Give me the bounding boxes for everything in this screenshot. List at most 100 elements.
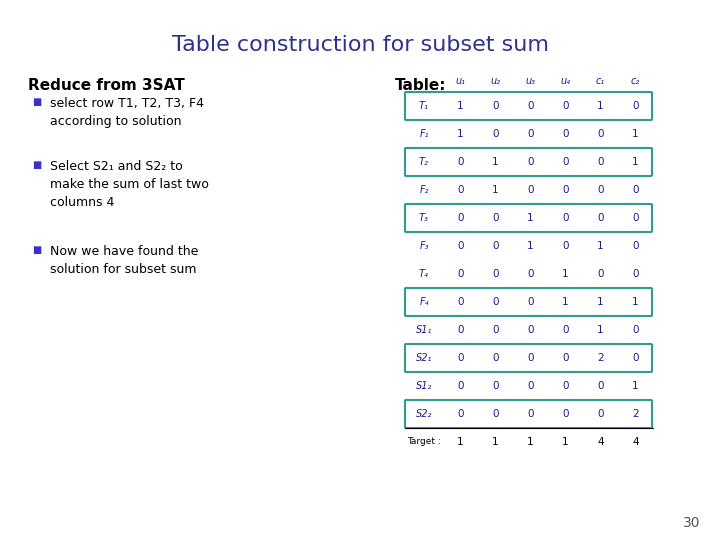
Text: 1: 1 xyxy=(457,101,464,111)
Text: Now we have found the
solution for subset sum: Now we have found the solution for subse… xyxy=(50,245,199,276)
FancyBboxPatch shape xyxy=(405,288,652,316)
Text: 0: 0 xyxy=(492,409,499,419)
Text: 0: 0 xyxy=(562,409,569,419)
Text: u₁: u₁ xyxy=(456,76,466,86)
Text: ■: ■ xyxy=(32,97,41,107)
Text: 0: 0 xyxy=(562,129,569,139)
Text: 0: 0 xyxy=(632,353,639,363)
Text: 0: 0 xyxy=(562,213,569,223)
Text: 0: 0 xyxy=(492,213,499,223)
Text: 1: 1 xyxy=(632,129,639,139)
Text: 1: 1 xyxy=(632,157,639,167)
FancyBboxPatch shape xyxy=(405,204,652,232)
Text: 0: 0 xyxy=(562,353,569,363)
Text: 0: 0 xyxy=(598,381,604,391)
Text: 0: 0 xyxy=(562,157,569,167)
Text: u₂: u₂ xyxy=(490,76,500,86)
Text: 4: 4 xyxy=(597,437,604,447)
Text: 0: 0 xyxy=(527,297,534,307)
Text: 0: 0 xyxy=(457,353,464,363)
Text: 0: 0 xyxy=(632,101,639,111)
Text: 1: 1 xyxy=(597,101,604,111)
Text: T₂: T₂ xyxy=(419,157,429,167)
Text: 1: 1 xyxy=(597,297,604,307)
Text: select row T1, T2, T3, F4
according to solution: select row T1, T2, T3, F4 according to s… xyxy=(50,97,204,128)
Text: 1: 1 xyxy=(492,157,499,167)
Text: 0: 0 xyxy=(527,353,534,363)
Text: 1: 1 xyxy=(562,269,569,279)
Text: 0: 0 xyxy=(527,381,534,391)
Text: 0: 0 xyxy=(492,325,499,335)
Text: F₃: F₃ xyxy=(419,241,428,251)
Text: 1: 1 xyxy=(527,213,534,223)
Text: 1: 1 xyxy=(527,437,534,447)
Text: S1₁: S1₁ xyxy=(416,325,432,335)
Text: 4: 4 xyxy=(632,437,639,447)
Text: ■: ■ xyxy=(32,160,41,170)
FancyBboxPatch shape xyxy=(405,148,652,176)
Text: Reduce from 3SAT: Reduce from 3SAT xyxy=(28,78,185,93)
Text: 0: 0 xyxy=(598,129,604,139)
Text: 0: 0 xyxy=(562,101,569,111)
Text: T₃: T₃ xyxy=(419,213,429,223)
Text: 0: 0 xyxy=(562,185,569,195)
Text: c₁: c₁ xyxy=(596,76,605,86)
Text: 0: 0 xyxy=(492,101,499,111)
Text: 1: 1 xyxy=(562,437,569,447)
Text: 0: 0 xyxy=(598,269,604,279)
Text: 0: 0 xyxy=(457,297,464,307)
Text: F₁: F₁ xyxy=(419,129,428,139)
Text: 0: 0 xyxy=(632,269,639,279)
Text: Table:: Table: xyxy=(395,78,446,93)
Text: 0: 0 xyxy=(457,325,464,335)
Text: 0: 0 xyxy=(492,297,499,307)
Text: 0: 0 xyxy=(457,157,464,167)
Text: 1: 1 xyxy=(632,381,639,391)
Text: 0: 0 xyxy=(562,381,569,391)
Text: ■: ■ xyxy=(32,245,41,255)
FancyBboxPatch shape xyxy=(405,400,652,428)
Text: 1: 1 xyxy=(562,297,569,307)
Text: S2₂: S2₂ xyxy=(416,409,432,419)
Text: 0: 0 xyxy=(562,325,569,335)
Text: 0: 0 xyxy=(492,353,499,363)
Text: 0: 0 xyxy=(632,325,639,335)
Text: 1: 1 xyxy=(597,325,604,335)
Text: 0: 0 xyxy=(562,241,569,251)
Text: 0: 0 xyxy=(492,269,499,279)
Text: 0: 0 xyxy=(632,241,639,251)
Text: 0: 0 xyxy=(632,213,639,223)
Text: 0: 0 xyxy=(527,157,534,167)
Text: Table construction for subset sum: Table construction for subset sum xyxy=(171,35,549,55)
Text: 0: 0 xyxy=(527,269,534,279)
Text: 1: 1 xyxy=(527,241,534,251)
Text: 0: 0 xyxy=(598,213,604,223)
Text: 0: 0 xyxy=(457,381,464,391)
Text: u₄: u₄ xyxy=(560,76,570,86)
Text: Select S2₁ and S2₂ to
make the sum of last two
columns 4: Select S2₁ and S2₂ to make the sum of la… xyxy=(50,160,209,209)
Text: S1₂: S1₂ xyxy=(416,381,432,391)
FancyBboxPatch shape xyxy=(405,344,652,372)
Text: T₁: T₁ xyxy=(419,101,429,111)
Text: 2: 2 xyxy=(632,409,639,419)
Text: 0: 0 xyxy=(492,241,499,251)
Text: u₃: u₃ xyxy=(526,76,536,86)
Text: 1: 1 xyxy=(597,241,604,251)
Text: 30: 30 xyxy=(683,516,700,530)
Text: 0: 0 xyxy=(632,185,639,195)
Text: 0: 0 xyxy=(457,269,464,279)
Text: 0: 0 xyxy=(457,213,464,223)
Text: 0: 0 xyxy=(598,409,604,419)
Text: 1: 1 xyxy=(457,129,464,139)
Text: T₄: T₄ xyxy=(419,269,429,279)
Text: 0: 0 xyxy=(492,129,499,139)
Text: 0: 0 xyxy=(492,381,499,391)
Text: 0: 0 xyxy=(457,185,464,195)
Text: S2₁: S2₁ xyxy=(416,353,432,363)
Text: 0: 0 xyxy=(598,157,604,167)
Text: 0: 0 xyxy=(527,409,534,419)
Text: 1: 1 xyxy=(457,437,464,447)
Text: Target :: Target : xyxy=(407,437,441,447)
Text: 1: 1 xyxy=(492,185,499,195)
Text: 0: 0 xyxy=(527,185,534,195)
